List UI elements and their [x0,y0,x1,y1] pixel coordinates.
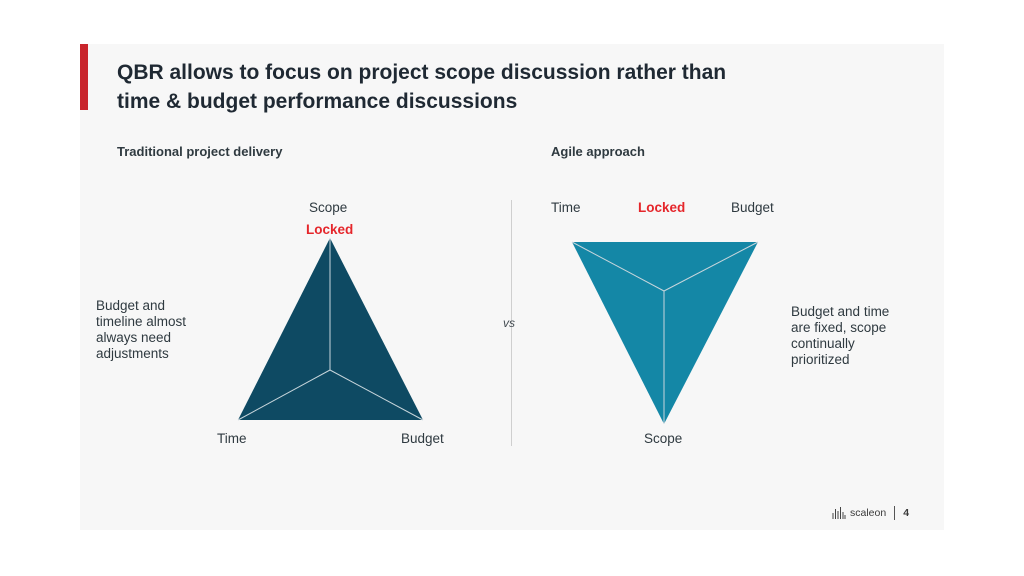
agile-note: Budget and time are fixed, scope continu… [791,304,889,368]
agile-triangle-edge-left [571,241,665,292]
scaleon-logo-icon [832,507,846,519]
agile-scope-label: Scope [644,431,683,446]
slide-background [80,44,944,530]
agile-locked-label: Locked [638,200,686,215]
agile-time-label: Time [551,200,581,215]
center-divider [511,200,512,446]
agile-note-line: are fixed, scope [791,320,887,335]
agile-triangle-edge-right [663,241,759,292]
page-number: 4 [903,507,910,519]
agile-note-line: Budget and time [791,304,890,319]
traditional-note-line: adjustments [96,346,169,361]
traditional-note: Budget and timeline almost always need a… [96,298,186,362]
slide-title-line-2: time & budget performance discussions [117,90,518,113]
agile-note-line: prioritized [791,352,850,367]
agile-budget-label: Budget [731,200,774,215]
traditional-triangle-edge-left [237,369,331,421]
traditional-note-line: always need [96,330,172,345]
footer-separator [894,506,896,520]
traditional-locked-label: Locked [306,222,354,237]
traditional-scope-label: Scope [309,200,348,215]
traditional-budget-label: Budget [401,431,444,446]
traditional-triangle-edge-right [329,369,424,421]
traditional-heading: Traditional project delivery [117,144,283,159]
footer: scaleon 4 [832,505,909,521]
brand-name: scaleon [850,507,887,519]
title-accent-bar [80,44,88,110]
agile-heading: Agile approach [551,144,645,159]
agile-triangle-shape [572,242,758,424]
traditional-note-line: Budget and [96,298,166,313]
agile-triangle [571,241,759,424]
agile-note-line: continually [791,336,855,351]
traditional-note-line: timeline almost [96,314,187,329]
slide-title: QBR allows to focus on project scope dis… [117,58,817,116]
traditional-time-label: Time [217,431,247,446]
vs-label: vs [503,316,515,330]
traditional-triangle [237,238,424,421]
slide-title-line-1: QBR allows to focus on project scope dis… [117,61,727,84]
